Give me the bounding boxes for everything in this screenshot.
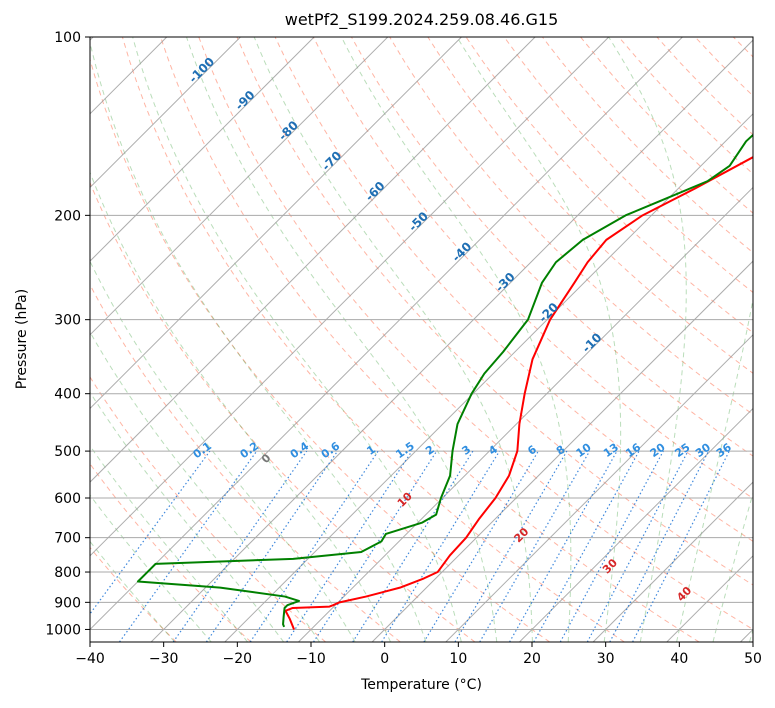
y-tick-label: 900	[54, 595, 81, 611]
moist-adiabat-line	[253, 37, 533, 642]
moist-adiabat-line	[90, 444, 249, 642]
y-tick-label: 200	[54, 208, 81, 224]
moist-adiabat-line	[90, 260, 356, 642]
isotherm-line	[90, 37, 683, 631]
mixing-ratio-line	[509, 450, 618, 642]
y-tick-label: 800	[54, 565, 81, 581]
x-axis-label: Temperature (°C)	[361, 677, 482, 693]
isotherm-line	[90, 37, 610, 557]
moist-adiabat-line	[90, 171, 391, 642]
isotherm-line	[90, 37, 315, 262]
mixing-ratio-line	[172, 450, 308, 642]
dry-adiabat-line	[90, 376, 326, 642]
dry-adiabat-line	[236, 37, 753, 586]
isotherm-line	[90, 37, 536, 483]
mixing-ratio-line	[533, 450, 640, 642]
dry-adiabat-line	[90, 181, 476, 642]
mixing-ratio-line	[205, 450, 339, 642]
isotherm-line	[298, 186, 753, 642]
y-tick-label: 1000	[45, 622, 81, 638]
temperature-profile-line	[284, 156, 753, 630]
dry-adiabat-line	[90, 462, 252, 642]
dry-adiabat-line	[427, 37, 753, 374]
x-tick-label: 0	[380, 651, 389, 667]
chart-title: wetPf2_S199.2024.259.08.46.G15	[284, 10, 559, 29]
moist-adiabat-line	[132, 37, 462, 642]
moist-adiabat-line	[90, 540, 176, 642]
x-tick-label: 40	[670, 651, 688, 667]
mixing-ratio-line	[313, 450, 438, 642]
y-axis-label: Pressure (hPa)	[14, 288, 30, 390]
isotherm-line	[150, 39, 753, 642]
isotherm-line	[519, 407, 753, 642]
x-tick-label: 20	[523, 651, 541, 667]
x-tick-label: 10	[449, 651, 467, 667]
y-tick-label: 600	[54, 491, 81, 507]
isotherm-line	[90, 37, 241, 189]
y-tick-label: 100	[54, 30, 81, 46]
mixing-ratio-line	[381, 450, 500, 642]
moist-adiabat-line	[340, 37, 572, 642]
isotherm-line	[90, 37, 462, 410]
dry-adiabat-line	[90, 57, 551, 642]
x-tick-label: 50	[744, 651, 762, 667]
mixing-ratio-line	[423, 450, 539, 642]
isotherm-line	[224, 113, 753, 642]
x-tick-label: −20	[223, 651, 253, 667]
plot-area	[90, 37, 753, 642]
y-tick-label: 400	[54, 387, 81, 403]
moist-adiabat-line	[90, 40, 427, 642]
mixing-ratio-line	[559, 450, 664, 642]
plot-frame	[89, 36, 754, 643]
y-tick-label: 500	[54, 444, 81, 460]
x-tick-label: −10	[296, 651, 326, 667]
dry-adiabat-line	[771, 37, 775, 642]
dry-adiabat-line	[90, 546, 177, 642]
x-tick-label: 30	[597, 651, 615, 667]
isotherm-line	[371, 260, 753, 642]
isotherm-line	[90, 37, 389, 336]
dry-adiabat-line	[121, 37, 625, 642]
moist-adiabat-line	[90, 391, 285, 642]
isotherm-line	[445, 334, 753, 642]
dry-adiabat-line	[503, 37, 753, 294]
x-tick-label: −40	[75, 651, 105, 667]
mixing-ratio-line	[479, 450, 591, 642]
x-tick-label: −30	[149, 651, 179, 667]
dry-adiabat-line	[198, 37, 753, 631]
dry-adiabat-line	[389, 37, 753, 416]
dry-adiabat-line	[160, 37, 700, 642]
y-tick-label: 700	[54, 531, 81, 547]
y-tick-label: 300	[54, 313, 81, 329]
mixing-ratio-line	[352, 450, 474, 642]
moist-adiabat-line	[90, 494, 212, 642]
dewpoint-profile-line	[136, 133, 753, 628]
isotherm-line	[592, 481, 753, 642]
mixing-ratio-line	[454, 450, 568, 642]
moist-adiabat-line	[608, 37, 687, 642]
